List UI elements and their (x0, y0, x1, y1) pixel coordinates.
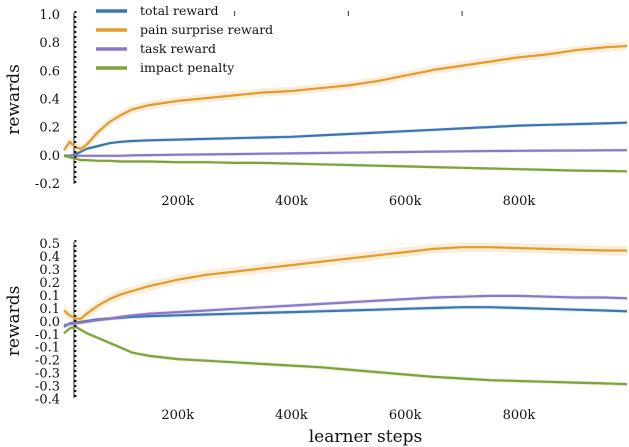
y-tick-label: 0.2 (39, 276, 60, 291)
chart-panel-1: -0.2 0.0 0.2 0.4 0.6 0.8 1.0 200k 400k 600k 800k re… (4, 3, 628, 209)
y-tick-label: -0.2 (35, 177, 60, 192)
y-tick-label: -0.1 (35, 328, 60, 343)
x-tick-label: 800k (503, 408, 536, 423)
y-tick-label: 0.0 (39, 315, 60, 330)
y-tick-label: -0.4 (35, 393, 60, 408)
x-tick-label: 600k (389, 408, 422, 423)
series-line (63, 154, 628, 173)
x-tick-label: 200k (161, 194, 194, 209)
series-line (63, 294, 628, 327)
series-band (64, 41, 627, 155)
x-tick-label: 400k (275, 408, 308, 423)
legend: total reward pain surprise reward task rew… (96, 3, 273, 75)
x-tick-label: 400k (275, 194, 308, 209)
series-line (64, 149, 628, 157)
x-axis-title: learner steps (309, 427, 423, 447)
x-tick-label: 200k (161, 408, 194, 423)
legend-label: impact penalty (140, 60, 235, 75)
y-tick-label: 0.1 (39, 302, 60, 317)
y-tick-label: 0.3 (39, 263, 60, 278)
y-tick-label: 0.6 (39, 64, 60, 79)
y-tick-label: -0.1 (35, 341, 60, 356)
y-tick-label: 0.1 (39, 289, 60, 304)
y-tick-label: 0.5 (39, 237, 60, 252)
y-tick-label: 0.4 (39, 93, 60, 108)
series-line (63, 44, 628, 151)
series-line (64, 121, 628, 157)
y-axis-title: rewards (4, 286, 24, 357)
y-tick-label: -0.3 (35, 367, 60, 382)
legend-label: pain surprise reward (140, 22, 273, 37)
x-tick-label: 800k (503, 194, 536, 209)
y-tick-label: -0.3 (35, 380, 60, 395)
y-tick-label: 0.4 (39, 250, 60, 265)
chart-panel-2: 0.50.40.30.20.10.10.0-0.1-0.1-0.2-0.3-0.… (4, 237, 628, 447)
y-tick-label: 1.0 (39, 8, 60, 23)
y-tick-label: 0.2 (39, 121, 60, 136)
series-line (63, 246, 627, 320)
y-tick-label: 0.8 (39, 36, 60, 51)
y-axis-title: rewards (4, 64, 24, 135)
legend-label: total reward (140, 3, 219, 18)
legend-label: task reward (140, 41, 216, 56)
y-tick-label: -0.2 (35, 354, 60, 369)
series-line (63, 325, 628, 386)
x-tick-label: 600k (389, 194, 422, 209)
y-tick-label: 0.0 (39, 149, 60, 164)
